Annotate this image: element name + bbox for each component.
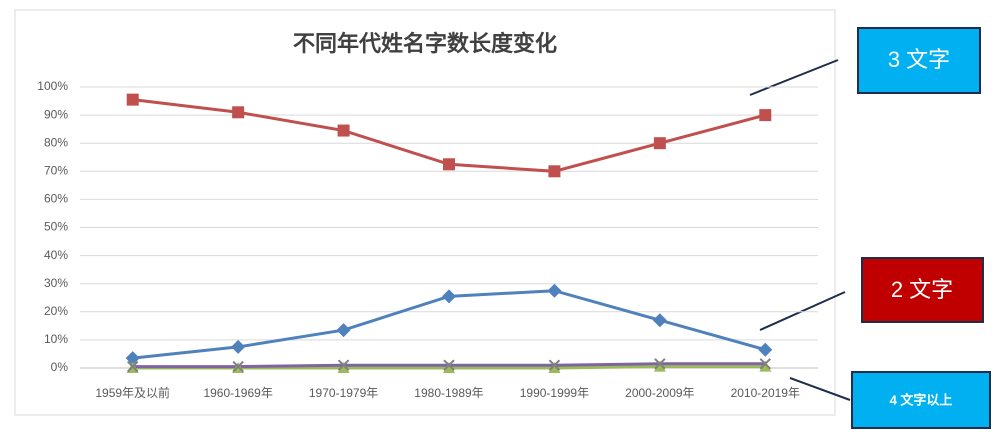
- point: [336, 323, 351, 338]
- point: [653, 137, 666, 150]
- point: [548, 359, 561, 371]
- y-tick-label: 80%: [44, 135, 68, 149]
- label-box: [857, 27, 981, 94]
- point: [653, 360, 666, 372]
- point: [654, 358, 666, 370]
- callout-line: [759, 291, 846, 331]
- point: [442, 289, 456, 304]
- y-tick-label: 0%: [51, 360, 69, 374]
- series-label: 3 文字: [888, 47, 950, 72]
- y-tick-label: 70%: [44, 163, 68, 177]
- label-box: [851, 371, 991, 429]
- x-tick-label: 2010-2019年: [731, 386, 800, 400]
- point: [337, 359, 350, 371]
- series-label: 2 文字: [891, 277, 953, 302]
- point: [759, 358, 771, 370]
- point: [337, 124, 350, 137]
- y-tick-label: 20%: [44, 304, 68, 318]
- x-tick-label: 2000-2009年: [625, 386, 694, 400]
- point: [759, 360, 772, 372]
- x-tick-label: 1990-1999年: [520, 386, 589, 400]
- y-tick-label: 40%: [44, 248, 68, 262]
- point: [443, 362, 455, 373]
- point: [232, 360, 244, 373]
- chart-frame: [14, 9, 836, 416]
- point: [548, 165, 561, 178]
- y-tick-label: 10%: [44, 332, 68, 346]
- point: [548, 362, 561, 373]
- point: [443, 359, 455, 371]
- series-label: 4 文字以上: [890, 392, 953, 407]
- y-tick-label: 60%: [44, 192, 68, 206]
- point: [125, 351, 140, 366]
- x-tick-label: 1970-1979年: [309, 386, 378, 400]
- point: [337, 362, 350, 373]
- callout-line: [749, 59, 839, 96]
- chart-title: 不同年代姓名字数长度变化: [293, 31, 557, 56]
- point: [231, 339, 246, 354]
- point: [232, 106, 245, 119]
- x-tick-label: 1959年及以前: [95, 385, 170, 400]
- point: [652, 313, 667, 328]
- point: [443, 158, 455, 171]
- y-tick-label: 30%: [44, 276, 68, 290]
- y-tick-label: 90%: [44, 107, 68, 121]
- callout-line: [789, 377, 851, 401]
- y-tick-label: 100%: [37, 79, 68, 93]
- x-tick-label: 1960-1969年: [203, 386, 272, 400]
- label-box: [861, 257, 984, 323]
- x-tick-label: 1980-1989年: [414, 386, 483, 400]
- point: [126, 93, 139, 106]
- point: [759, 109, 772, 122]
- point: [127, 360, 139, 373]
- point: [758, 342, 773, 357]
- point: [547, 283, 562, 298]
- y-tick-label: 50%: [44, 220, 68, 234]
